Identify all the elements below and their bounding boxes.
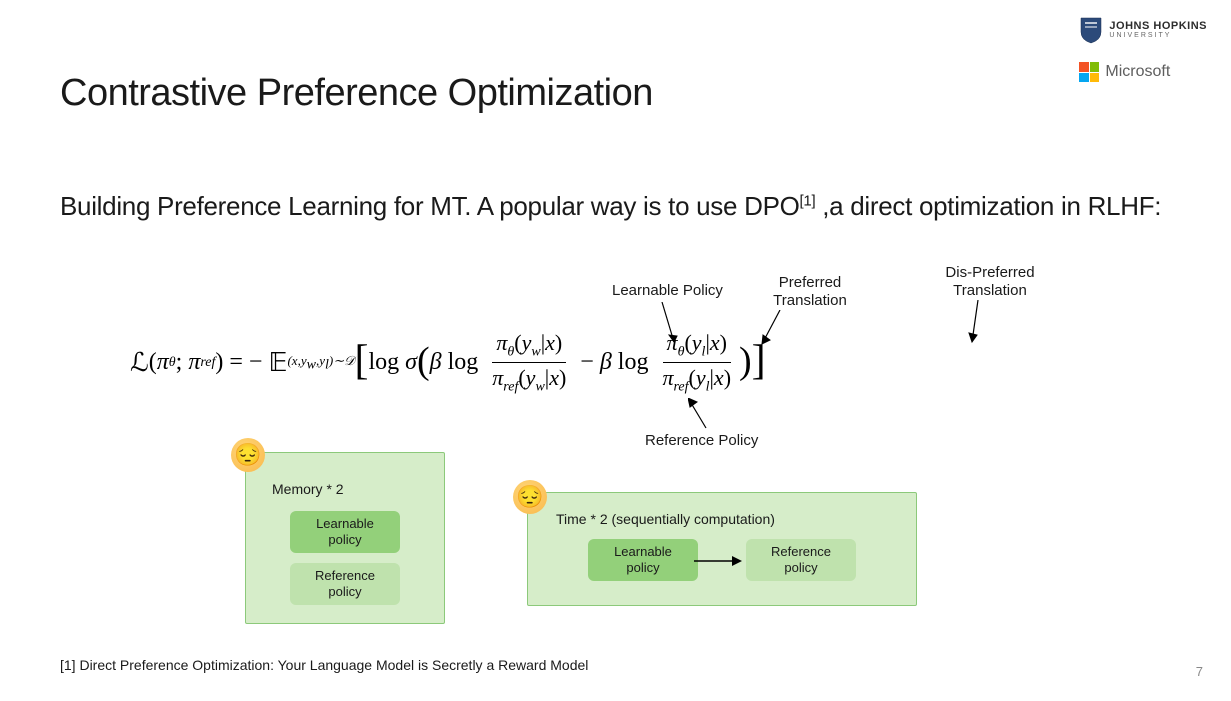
time-learnable-chip: Learnable policy (588, 539, 698, 581)
expectation: 𝔼 (268, 348, 287, 378)
subtitle: Building Preference Learning for MT. A p… (60, 190, 1171, 224)
memory-reference-chip: Reference policy (290, 563, 400, 605)
page-title: Contrastive Preference Optimization (60, 72, 653, 115)
loss-L: ℒ (130, 348, 149, 378)
subtitle-cite: [1] (800, 192, 816, 209)
memory-box-title: Memory * 2 (272, 481, 428, 497)
ms-sq-3 (1079, 73, 1089, 83)
shield-icon (1079, 16, 1103, 44)
frac-lose: πθ(yl|x) πref(yl|x) (658, 330, 735, 396)
dpo-loss-formula: ℒ(πθ; πref) = − 𝔼(x,yw,yl)∼𝒟 [ log σ ( β… (130, 330, 1090, 396)
ms-name: Microsoft (1105, 63, 1170, 81)
ms-squares-icon (1079, 62, 1099, 82)
anno-preferred: Preferred Translation (760, 274, 860, 310)
ms-sq-2 (1090, 62, 1100, 72)
time-reference-chip: Reference policy (746, 539, 856, 581)
anno-learnable-policy: Learnable Policy (612, 282, 723, 299)
memory-box: Memory * 2 Learnable policy Reference po… (245, 452, 445, 624)
jhu-text: JOHNS HOPKINS UNIVERSITY (1109, 21, 1207, 39)
sad-face-icon-2: 😔 (513, 480, 547, 514)
jhu-name: JOHNS HOPKINS (1109, 21, 1207, 32)
arrow-right-icon (694, 555, 742, 567)
anno-reference-policy: Reference Policy (645, 432, 758, 449)
subtitle-suffix: ,a direct optimization in RLHF: (815, 191, 1161, 221)
logos-area: JOHNS HOPKINS UNIVERSITY Microsoft (1079, 16, 1207, 82)
ms-sq-4 (1090, 73, 1100, 83)
boxes-area: Memory * 2 Learnable policy Reference po… (245, 452, 945, 632)
frac-win: πθ(yw|x) πref(yw|x) (488, 330, 570, 396)
time-box: Time * 2 (sequentially computation) Lear… (527, 492, 917, 606)
ms-sq-1 (1079, 62, 1089, 72)
slide: JOHNS HOPKINS UNIVERSITY Microsoft Contr… (0, 0, 1231, 701)
jhu-sub: UNIVERSITY (1109, 32, 1207, 39)
page-number: 7 (1196, 664, 1203, 679)
memory-learnable-chip: Learnable policy (290, 511, 400, 553)
microsoft-logo: Microsoft (1079, 62, 1170, 82)
sad-face-icon: 😔 (231, 438, 265, 472)
formula-area: ℒ(πθ; πref) = − 𝔼(x,yw,yl)∼𝒟 [ log σ ( β… (130, 330, 1090, 420)
jhu-logo: JOHNS HOPKINS UNIVERSITY (1079, 16, 1207, 44)
subtitle-prefix: Building Preference Learning for MT. A p… (60, 191, 800, 221)
footnote: [1] Direct Preference Optimization: Your… (60, 657, 588, 673)
time-box-title: Time * 2 (sequentially computation) (556, 511, 898, 527)
anno-dispreferred: Dis-Preferred Translation (930, 264, 1050, 300)
